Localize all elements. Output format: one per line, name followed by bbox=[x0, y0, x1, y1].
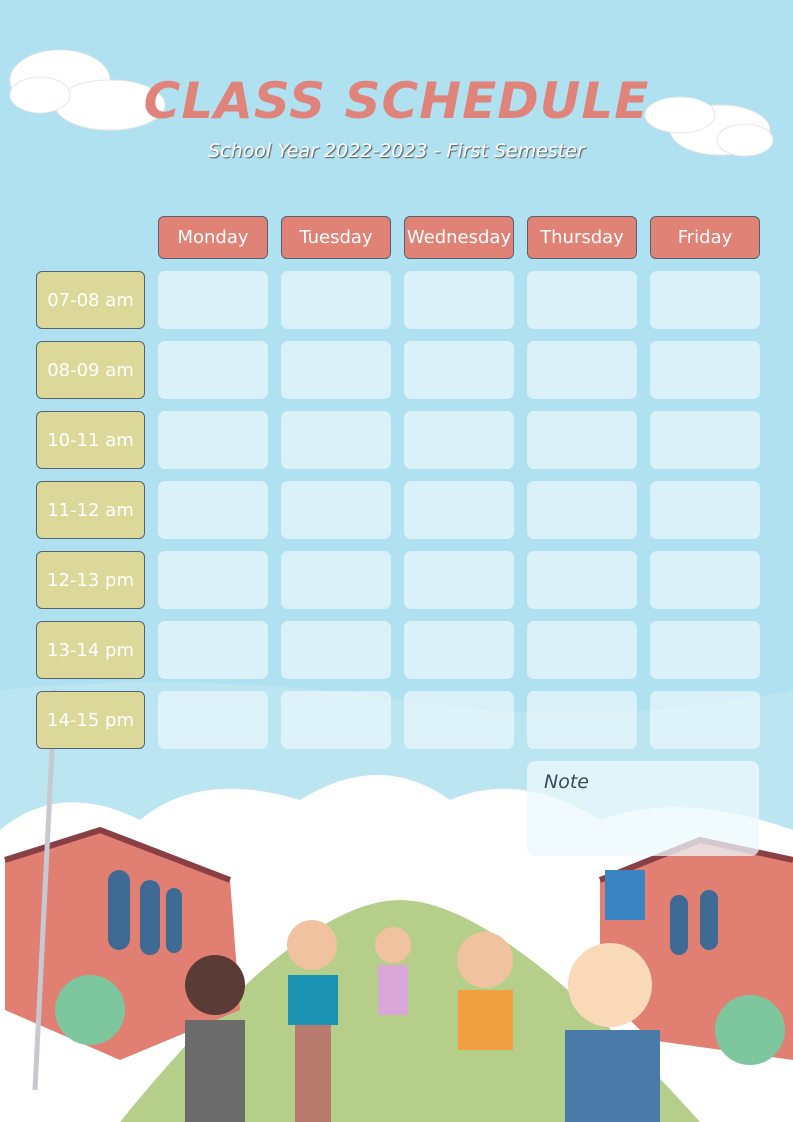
day-header: Tuesday bbox=[281, 216, 391, 259]
schedule-cell[interactable] bbox=[650, 411, 760, 469]
schedule-cell[interactable] bbox=[527, 551, 637, 609]
time-slot: 08-09 am bbox=[36, 341, 145, 399]
schedule-cell[interactable] bbox=[650, 551, 760, 609]
schedule-cell[interactable] bbox=[650, 691, 760, 749]
schedule-cell[interactable] bbox=[527, 341, 637, 399]
time-slot: 12-13 pm bbox=[36, 551, 145, 609]
cloud-icon bbox=[644, 96, 774, 157]
time-slot: 07-08 am bbox=[36, 271, 145, 329]
page-title: CLASS SCHEDULE bbox=[143, 72, 650, 130]
schedule-cell[interactable] bbox=[158, 341, 268, 399]
time-slot: 14-15 pm bbox=[36, 691, 145, 749]
schedule-cell[interactable] bbox=[650, 341, 760, 399]
day-header: Monday bbox=[158, 216, 268, 259]
schedule-cell[interactable] bbox=[650, 481, 760, 539]
cloud-icon bbox=[9, 49, 166, 131]
schedule-cell[interactable] bbox=[281, 621, 391, 679]
schedule-cell[interactable] bbox=[527, 481, 637, 539]
schedule-cell[interactable] bbox=[404, 481, 514, 539]
schedule-cell[interactable] bbox=[404, 691, 514, 749]
schedule-cell[interactable] bbox=[404, 551, 514, 609]
schedule-cell[interactable] bbox=[281, 481, 391, 539]
schedule-cell[interactable] bbox=[527, 621, 637, 679]
schedule-cell[interactable] bbox=[527, 411, 637, 469]
time-slot: 10-11 am bbox=[36, 411, 145, 469]
schedule-cell[interactable] bbox=[158, 691, 268, 749]
tree-icon bbox=[715, 995, 785, 1110]
schedule-cell[interactable] bbox=[527, 271, 637, 329]
time-slot: 13-14 pm bbox=[36, 621, 145, 679]
note-label: Note bbox=[544, 771, 589, 793]
schedule-cell[interactable] bbox=[404, 271, 514, 329]
schedule-cell[interactable] bbox=[281, 411, 391, 469]
day-header: Wednesday bbox=[404, 216, 514, 259]
schedule-cell[interactable] bbox=[404, 341, 514, 399]
note-box[interactable]: Note bbox=[527, 761, 759, 856]
day-header: Friday bbox=[650, 216, 760, 259]
schedule-cell[interactable] bbox=[158, 411, 268, 469]
schedule-cell[interactable] bbox=[281, 271, 391, 329]
schedule-cell[interactable] bbox=[404, 411, 514, 469]
schedule-cell[interactable] bbox=[281, 341, 391, 399]
time-slot: 11-12 am bbox=[36, 481, 145, 539]
schedule-cell[interactable] bbox=[650, 271, 760, 329]
schedule-cell[interactable] bbox=[650, 621, 760, 679]
schedule-cell[interactable] bbox=[158, 481, 268, 539]
page-subtitle: School Year 2022-2023 - First Semester bbox=[208, 140, 585, 162]
schedule-cell[interactable] bbox=[158, 271, 268, 329]
schedule-cell[interactable] bbox=[158, 621, 268, 679]
schedule-cell[interactable] bbox=[404, 621, 514, 679]
schedule-cell[interactable] bbox=[527, 691, 637, 749]
day-header: Thursday bbox=[527, 216, 637, 259]
schedule-cell[interactable] bbox=[281, 691, 391, 749]
students bbox=[185, 920, 660, 1122]
schedule-cell[interactable] bbox=[281, 551, 391, 609]
schedule-cell[interactable] bbox=[158, 551, 268, 609]
tree-icon bbox=[55, 975, 125, 1095]
